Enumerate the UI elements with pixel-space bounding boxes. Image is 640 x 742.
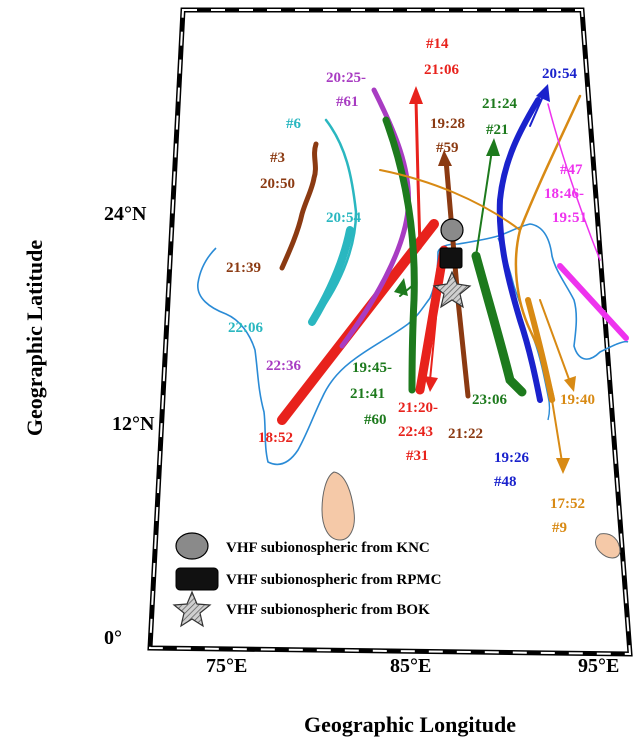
label-event-9: 17:52 #9 <box>550 496 585 536</box>
arrow-green-21 <box>486 138 500 156</box>
track-orange-9-thick <box>525 297 555 403</box>
label-event-19-40: 19:40 <box>560 392 595 408</box>
track-red-31 <box>415 245 449 395</box>
label-event-21-22: 21:22 <box>448 426 483 442</box>
arrow-orange-40 <box>564 376 576 392</box>
legend-rpmc-icon <box>175 567 219 591</box>
label-event-20-54-blue: 20:54 <box>542 66 577 82</box>
label-event-31: 21:20-22:43 #31 <box>398 400 438 464</box>
station-markers <box>432 218 472 309</box>
label-event-14: #14 21:06 <box>424 36 459 78</box>
lat-tick-0: 0° <box>104 627 122 649</box>
track-pink-47 <box>557 263 629 341</box>
track-red-14 <box>414 98 422 250</box>
rpmc-marker <box>439 247 463 269</box>
lat-tick-labels: 0° 12°N 24°N <box>104 203 155 649</box>
label-event-20-54-cyan: 20:54 <box>326 210 361 226</box>
lon-tick-labels: 75°E 85°E 95°E <box>206 655 619 677</box>
india-coastline <box>197 223 629 466</box>
track-orange-40 <box>539 299 571 383</box>
label-event-21-39: 21:39 <box>226 260 261 276</box>
arrow-green-60 <box>394 278 408 296</box>
bok-marker <box>432 270 472 309</box>
track-blue-48 <box>496 97 543 403</box>
track-brown-3 <box>279 141 319 271</box>
label-event-48: 19:26 #48 <box>494 450 529 490</box>
label-event-3: #3 20:50 <box>260 150 295 192</box>
track-blue-48-thin <box>529 93 545 127</box>
track-pink-47-thin <box>547 103 601 261</box>
legend-bok-text: VHF subionospheric from BOK <box>226 602 430 618</box>
legend-knc-icon <box>175 532 209 560</box>
lat-tick-24: 24°N <box>104 203 147 225</box>
track-green-21-thin <box>475 149 493 257</box>
arrow-brown-59 <box>438 150 452 166</box>
lon-tick-85: 85°E <box>390 655 431 677</box>
sri-lanka <box>321 471 355 541</box>
arrow-red-14 <box>409 86 423 104</box>
legend: VHF subionospheric from KNC VHF subionos… <box>172 532 441 628</box>
x-axis-label: Geographic Longitude <box>304 712 516 737</box>
event-labels: #14 21:06 20:25-#61 #6 #3 20:50 19:28 #59 2… <box>226 36 595 536</box>
island-fragment <box>595 533 621 559</box>
label-event-22-36: 22:36 <box>266 358 301 374</box>
label-event-22-06: 22:06 <box>228 320 263 336</box>
arrow-red-31 <box>424 376 438 392</box>
label-event-60: 19:45-21:41 #60 <box>350 360 392 428</box>
track-orange-9-thin <box>379 169 521 231</box>
track-cyan-6-thick <box>308 226 354 326</box>
arrow-orange-9 <box>556 458 570 474</box>
event-tracks <box>277 84 629 474</box>
label-event-6: #6 <box>286 116 302 132</box>
legend-bok-icon <box>172 590 212 628</box>
label-event-18-52: 18:52 <box>258 430 293 446</box>
track-green-60 <box>382 116 418 394</box>
arrow-blue-48 <box>536 84 550 102</box>
track-orange-9 <box>514 94 582 402</box>
lat-tick-12: 12°N <box>112 413 155 435</box>
legend-rpmc-text: VHF subionospheric from RPMC <box>226 572 441 588</box>
legend-knc-text: VHF subionospheric from KNC <box>226 540 430 556</box>
y-axis-label: Geographic Latitude <box>22 240 47 436</box>
label-event-21: 21:24 #21 <box>482 96 517 138</box>
track-red-31-thin <box>429 317 437 381</box>
label-event-59: 19:28 #59 <box>430 116 465 156</box>
label-event-61: 20:25-#61 <box>326 70 366 110</box>
knc-marker <box>440 218 464 242</box>
lon-tick-95: 95°E <box>578 655 619 677</box>
map-frame <box>147 7 633 657</box>
track-green-21 <box>471 251 527 397</box>
label-event-23-06: 23:06 <box>472 392 507 408</box>
label-event-47: #47 18:46-19:51 <box>544 162 587 226</box>
lon-tick-75: 75°E <box>206 655 247 677</box>
track-orange-9-down <box>551 399 563 463</box>
